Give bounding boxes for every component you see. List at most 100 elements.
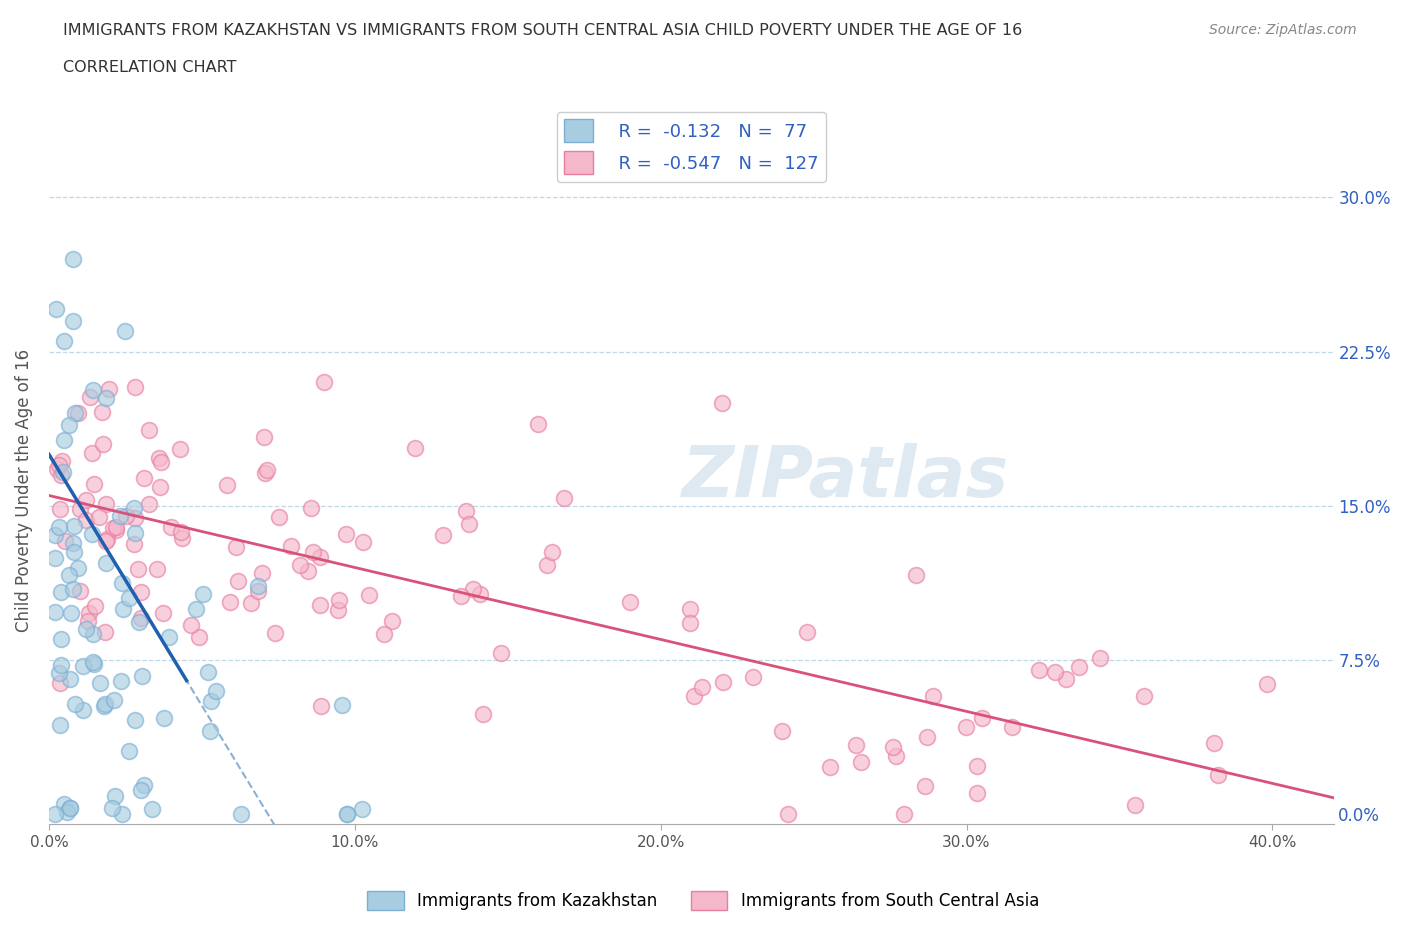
Point [818, 760, 841, 775]
Point [132, 777, 155, 792]
Point [59, 801, 82, 816]
Point [970, 711, 993, 725]
Point [1028, 662, 1050, 677]
Point [104, 520, 127, 535]
Point [63, 697, 86, 711]
Legend:   R =  -0.132   N =  77,   R =  -0.547   N =  127: R = -0.132 N = 77, R = -0.547 N = 127 [557, 112, 825, 181]
Point [280, 538, 302, 553]
Point [124, 379, 146, 394]
Text: CORRELATION CHART: CORRELATION CHART [63, 60, 236, 75]
Point [131, 669, 153, 684]
Point [463, 581, 485, 596]
Point [432, 527, 454, 542]
Point [111, 602, 134, 617]
Point [352, 802, 374, 817]
Point [62, 313, 84, 328]
Point [44, 527, 66, 542]
Point [198, 724, 221, 738]
Point [96, 532, 118, 547]
Point [1256, 676, 1278, 691]
Point [352, 534, 374, 549]
Point [770, 724, 793, 738]
Point [132, 471, 155, 485]
Point [679, 601, 702, 616]
Point [308, 550, 330, 565]
Point [893, 806, 915, 821]
Point [52, 465, 75, 480]
Point [58, 418, 80, 432]
Point [269, 509, 291, 524]
Point [114, 508, 136, 523]
Point [915, 730, 938, 745]
Point [101, 801, 124, 816]
Point [128, 614, 150, 629]
Point [149, 479, 172, 494]
Point [66, 405, 89, 420]
Point [711, 675, 734, 690]
Point [263, 625, 285, 640]
Point [1067, 659, 1090, 674]
Point [59, 671, 82, 686]
Point [72, 658, 94, 673]
Point [404, 441, 426, 456]
Point [314, 375, 336, 390]
Point [53, 796, 76, 811]
Point [955, 720, 977, 735]
Point [53, 433, 76, 448]
Point [94, 497, 117, 512]
Point [75, 621, 97, 636]
Point [247, 583, 270, 598]
Point [129, 610, 152, 625]
Point [80, 526, 103, 541]
Point [58, 568, 80, 583]
Point [48, 458, 70, 472]
Point [91, 405, 114, 419]
Point [67, 561, 90, 576]
Point [60, 605, 83, 620]
Point [49, 718, 72, 733]
Point [470, 587, 492, 602]
Point [229, 806, 252, 821]
Point [683, 689, 706, 704]
Point [94, 697, 117, 711]
Point [56, 804, 79, 819]
Point [297, 563, 319, 578]
Point [153, 711, 176, 725]
Point [246, 578, 269, 593]
Point [170, 525, 193, 539]
Point [679, 616, 702, 631]
Point [104, 789, 127, 804]
Point [1202, 736, 1225, 751]
Point [160, 520, 183, 535]
Point [114, 324, 136, 339]
Point [69, 502, 91, 517]
Point [457, 516, 479, 531]
Point [966, 785, 988, 800]
Point [335, 526, 357, 541]
Point [49, 658, 72, 672]
Point [170, 530, 193, 545]
Point [253, 430, 276, 445]
Point [619, 594, 641, 609]
Point [129, 782, 152, 797]
Point [884, 749, 907, 764]
Point [51, 467, 73, 482]
Point [796, 625, 818, 640]
Point [83, 657, 105, 671]
Point [82, 382, 104, 397]
Legend: Immigrants from Kazakhstan, Immigrants from South Central Asia: Immigrants from Kazakhstan, Immigrants f… [360, 884, 1046, 917]
Point [1123, 798, 1146, 813]
Point [188, 630, 211, 644]
Point [82, 626, 104, 641]
Point [1206, 768, 1229, 783]
Point [309, 698, 332, 713]
Point [93, 698, 115, 713]
Text: IMMIGRANTS FROM KAZAKHSTAN VS IMMIGRANTS FROM SOUTH CENTRAL ASIA CHILD POVERTY U: IMMIGRANTS FROM KAZAKHSTAN VS IMMIGRANTS… [63, 23, 1022, 38]
Point [288, 557, 311, 572]
Point [104, 523, 127, 538]
Point [169, 442, 191, 457]
Point [328, 603, 350, 618]
Point [94, 534, 117, 549]
Point [62, 519, 84, 534]
Point [336, 806, 359, 821]
